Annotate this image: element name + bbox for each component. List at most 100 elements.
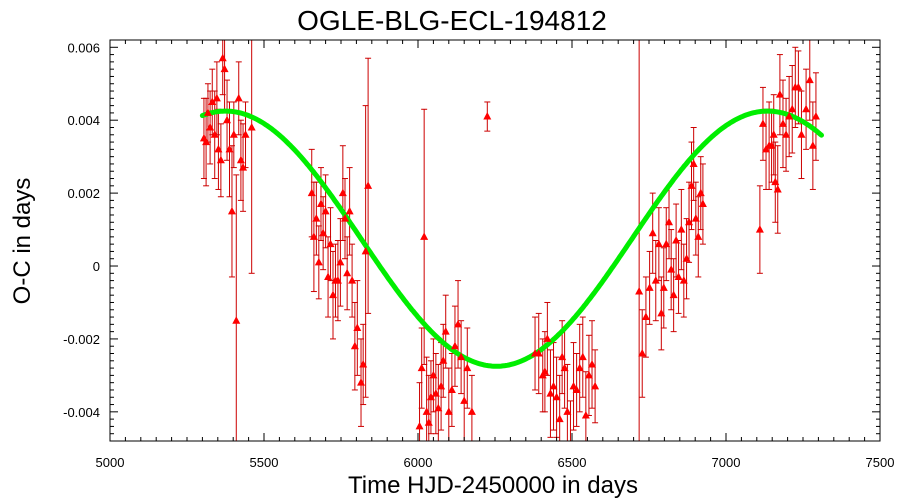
data-point [638, 349, 647, 357]
data-point [771, 177, 780, 186]
data-point [540, 367, 549, 375]
data-point [309, 232, 318, 240]
data-point [454, 319, 463, 328]
data-point [460, 396, 469, 404]
y-tick-label: 0.004 [67, 113, 100, 128]
y-tick-label: 0 [93, 259, 100, 274]
data-point [216, 155, 225, 164]
data-point [696, 188, 705, 197]
data-point [788, 104, 797, 113]
data-point [569, 381, 578, 390]
data-point [229, 130, 238, 138]
data-point [755, 225, 764, 233]
data-point [420, 232, 429, 240]
data-point [669, 290, 678, 299]
data-point [214, 144, 223, 153]
x-tick-label: 5000 [96, 455, 125, 470]
data-point [797, 130, 806, 138]
data-point [232, 316, 241, 324]
data-point [326, 239, 335, 248]
data-point [463, 363, 472, 372]
data-point [543, 334, 552, 342]
axes-group: 5000 5500 6000 6500 7000 7500 -0.004 -0.002 0 0.0… [63, 39, 895, 470]
x-tick-label: 5500 [250, 455, 279, 470]
y-tick-label: -0.002 [63, 332, 100, 347]
data-point [802, 104, 811, 113]
data-point [345, 206, 354, 215]
data-point [203, 108, 212, 116]
data-point [447, 385, 456, 393]
data-point [359, 359, 368, 368]
data-point [575, 363, 584, 372]
y-tick-label: 0.006 [67, 40, 100, 55]
data-point [682, 254, 691, 262]
data-point [775, 90, 784, 98]
data-point [457, 352, 466, 361]
data-point [218, 53, 227, 62]
data-point [350, 341, 359, 350]
data-point [467, 407, 476, 415]
data-point [689, 159, 698, 167]
data-point [441, 327, 450, 335]
data-point [348, 276, 357, 284]
data-point [648, 228, 657, 237]
data-point [657, 308, 666, 317]
data-point [319, 228, 328, 237]
x-tick-label: 7000 [712, 455, 741, 470]
data-point [767, 141, 776, 149]
data-point [558, 352, 567, 361]
x-axis-label: Time HJD-2450000 in days [348, 472, 638, 499]
data-point [794, 82, 803, 91]
data-point [546, 389, 555, 397]
data-point [635, 287, 644, 295]
data-point [225, 144, 234, 153]
data-point [338, 188, 347, 197]
x-tick-label: 6500 [558, 455, 587, 470]
data-point [563, 407, 572, 415]
data-point [591, 381, 600, 390]
data-point [584, 370, 593, 379]
data-point [437, 381, 446, 390]
y-tick-label: -0.004 [63, 405, 100, 420]
data-point [439, 356, 448, 364]
data-point [641, 312, 650, 321]
data-point [424, 418, 433, 426]
fit-curve-group [199, 108, 824, 369]
data-point [785, 112, 794, 120]
data-point [483, 112, 492, 120]
x-tick-label: 7500 [866, 455, 895, 470]
data-point [316, 199, 325, 208]
data-point [549, 381, 558, 390]
data-point [581, 410, 590, 419]
data-point [552, 392, 561, 401]
data-point [341, 214, 350, 222]
data-point [312, 214, 321, 222]
data-point [698, 199, 707, 208]
y-axis-label: O-C in days [9, 178, 36, 305]
data-point [434, 403, 443, 412]
data-point [450, 341, 459, 350]
data-point [426, 392, 435, 401]
data-point [324, 272, 333, 280]
data-point [415, 421, 424, 430]
data-point [691, 214, 700, 222]
data-point [687, 181, 696, 189]
data-point [773, 184, 782, 193]
data-point [328, 290, 337, 299]
data-point [314, 257, 323, 266]
data-point [659, 283, 668, 291]
data-point [417, 363, 426, 372]
data-point [534, 349, 543, 357]
data-point [578, 352, 587, 361]
data-point [654, 239, 663, 248]
data-point [758, 119, 767, 127]
data-point [208, 97, 217, 105]
data-point [560, 363, 569, 372]
data-point [220, 64, 229, 73]
x-tick-label: 6000 [404, 455, 433, 470]
data-point [805, 75, 814, 84]
data-point [357, 378, 366, 386]
data-point [555, 414, 564, 423]
